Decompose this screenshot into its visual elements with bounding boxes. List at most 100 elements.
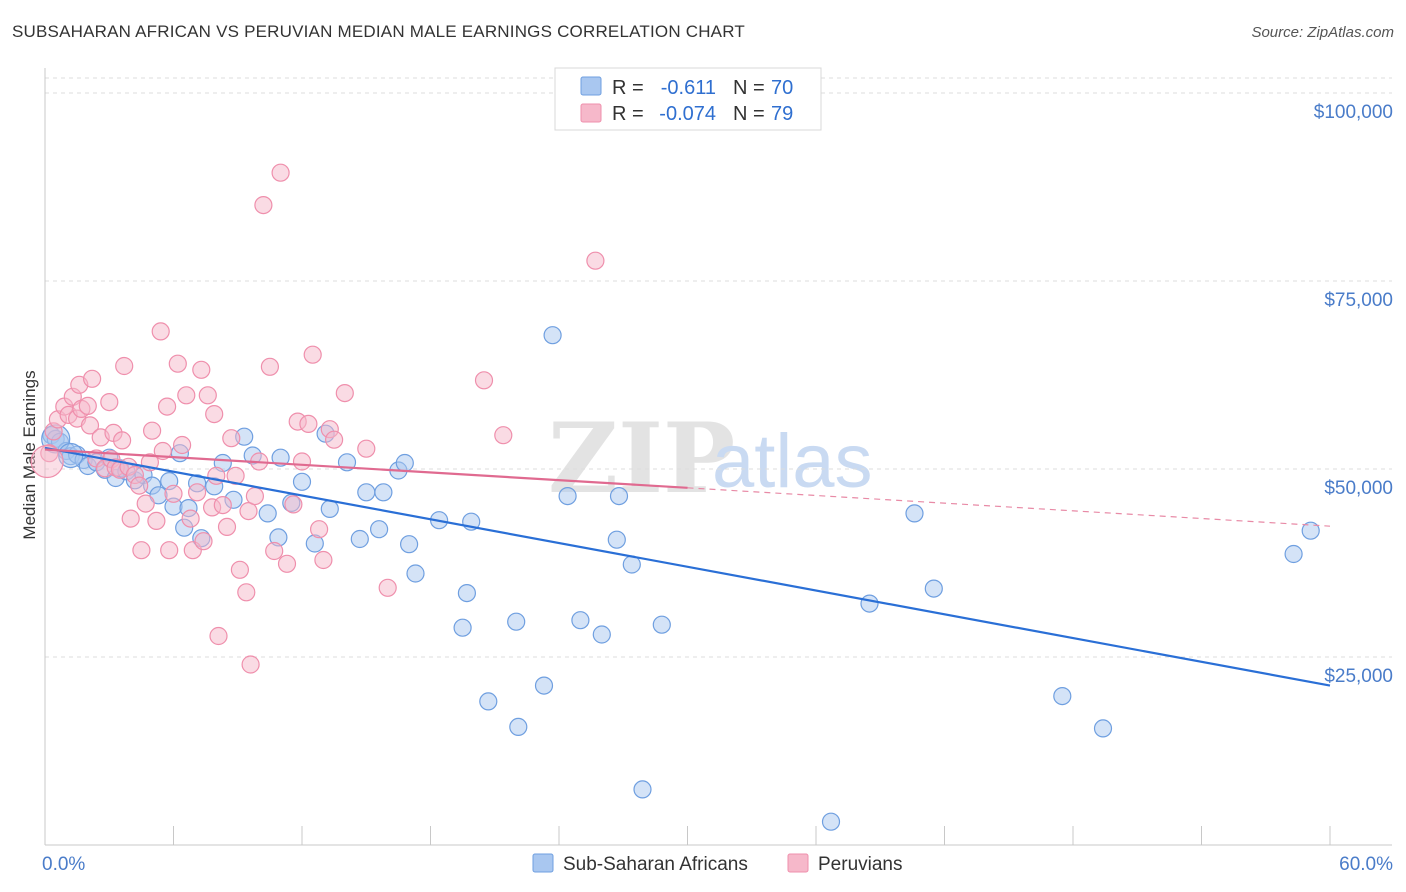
data-point (303, 345, 322, 364)
data-point (310, 520, 329, 539)
data-point (370, 520, 389, 539)
x-tick-label: 60.0% (1339, 854, 1393, 875)
data-point (534, 676, 554, 695)
x-tick-labels: 0.0% 60.0% (42, 854, 1393, 875)
data-point (378, 578, 397, 597)
watermark-atlas: atlas (712, 419, 873, 504)
data-point (350, 529, 369, 549)
y-tick-label: $100,000 (1314, 102, 1393, 123)
legend-n-label: N = (733, 103, 765, 125)
data-point (400, 535, 419, 554)
legend-swatch-sub-saharan (580, 76, 602, 96)
legend-r-value: -0.074 (659, 103, 716, 125)
data-point (265, 541, 284, 561)
series-peruvian-points (30, 163, 605, 674)
y-tick-label: $25,000 (1324, 666, 1393, 687)
watermark: ZIP atlas (548, 402, 873, 515)
data-point (292, 472, 312, 491)
data-point (905, 504, 924, 523)
data-point (177, 386, 196, 405)
legend-label-peruvian: Peruvians (818, 854, 903, 875)
legend-n-value: 79 (771, 103, 793, 125)
data-point (509, 717, 528, 737)
data-point (406, 564, 425, 583)
data-point (821, 812, 841, 831)
data-point (571, 611, 590, 630)
correlation-legend: R = -0.611 N = 70 R = -0.074 N = 79 (554, 67, 822, 131)
data-point (164, 484, 183, 503)
legend-swatch-sub-saharan (532, 853, 554, 873)
data-point (374, 483, 393, 502)
legend-r-label: R = (612, 103, 644, 125)
data-point (277, 554, 297, 573)
data-point (271, 448, 290, 467)
x-tick-label: 0.0% (42, 854, 85, 875)
data-point (1301, 521, 1320, 540)
data-point (147, 511, 166, 531)
legend-swatch-peruvian (787, 853, 809, 873)
data-point (924, 579, 943, 598)
data-point (1053, 686, 1072, 706)
data-point (78, 396, 97, 415)
data-point (607, 530, 626, 549)
data-point (652, 615, 671, 634)
data-point (112, 431, 132, 450)
y-axis-label: Median Male Earnings (20, 370, 39, 539)
data-point (453, 618, 472, 637)
data-point (1284, 544, 1303, 564)
data-point (160, 541, 179, 560)
chart-title: SUBSAHARAN AFRICAN VS PERUVIAN MEDIAN MA… (12, 22, 745, 41)
data-point (209, 626, 228, 646)
data-point (245, 487, 264, 506)
y-tick-label: $75,000 (1324, 290, 1393, 311)
data-point (494, 426, 513, 445)
data-point (271, 163, 290, 182)
trend-line-sub-saharan (44, 446, 1331, 687)
data-point (132, 541, 151, 560)
data-point (198, 386, 217, 405)
data-point (136, 494, 155, 513)
data-point (1093, 719, 1113, 738)
y-tick-labels: $25,000 $50,000 $75,000 $100,000 (1314, 102, 1393, 687)
data-point (115, 356, 134, 376)
data-point (479, 692, 498, 711)
data-point (213, 496, 232, 515)
source-note: Source: ZipAtlas.com (1251, 24, 1394, 41)
legend-n-label: N = (733, 77, 765, 99)
legend-swatch-peruvian (580, 103, 602, 123)
data-point (237, 583, 256, 602)
data-point (299, 414, 318, 433)
data-point (230, 560, 249, 579)
data-point (543, 326, 562, 345)
data-point (592, 625, 611, 644)
data-point (168, 354, 187, 373)
data-point (258, 504, 277, 523)
data-point (241, 655, 260, 674)
data-point (254, 196, 273, 215)
data-point (335, 384, 354, 403)
data-point (609, 487, 629, 506)
data-point (507, 612, 526, 631)
data-point (260, 357, 279, 376)
data-point (82, 369, 102, 388)
legend-r-label: R = (612, 77, 644, 99)
data-point (320, 499, 339, 518)
series-legend: Sub-Saharan Africans Peruvians (532, 853, 903, 875)
data-point (457, 583, 476, 603)
data-point (192, 360, 211, 379)
data-point (314, 550, 333, 570)
watermark-zip: ZIP (548, 402, 735, 515)
data-point (633, 780, 652, 799)
data-point (30, 444, 64, 479)
data-point (395, 453, 414, 473)
data-point (222, 429, 241, 448)
data-point (151, 322, 170, 341)
data-point (357, 439, 376, 458)
y-tick-label: $50,000 (1324, 478, 1393, 499)
trend-line-peruvian (44, 448, 688, 489)
trend-line-peruvian-extension (687, 487, 1331, 527)
data-point (474, 371, 494, 390)
data-point (130, 476, 149, 495)
data-point (143, 421, 162, 440)
